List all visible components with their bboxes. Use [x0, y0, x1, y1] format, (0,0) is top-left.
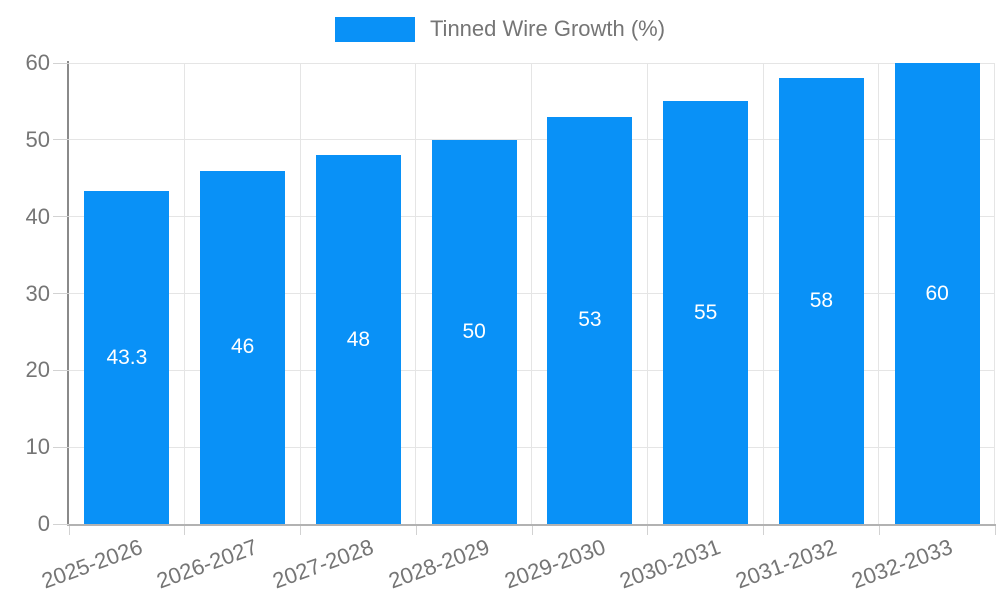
- bar[interactable]: 53: [547, 116, 633, 524]
- gridline-h: [69, 216, 995, 218]
- bar[interactable]: 48: [315, 155, 401, 524]
- x-tick-mark: [415, 526, 417, 535]
- bar-value-label: 43.3: [106, 345, 148, 369]
- bar[interactable]: 50: [431, 139, 517, 524]
- x-tick-label: 2025-2026: [38, 534, 146, 594]
- bar-value-label: 50: [462, 319, 486, 343]
- legend[interactable]: Tinned Wire Growth (%): [0, 16, 1000, 42]
- gridline-v: [531, 63, 532, 524]
- bar-value-label: 48: [346, 327, 371, 351]
- x-tick-mark: [184, 526, 186, 535]
- y-tick-label: 40: [25, 203, 50, 229]
- bar[interactable]: 46: [200, 170, 286, 524]
- bar-value-label: 60: [925, 281, 949, 305]
- gridline-h: [69, 369, 995, 371]
- x-axis-line: [67, 524, 996, 526]
- legend-swatch: [334, 16, 415, 42]
- y-tick-label: 60: [25, 50, 50, 75]
- y-tick-mark: [53, 523, 69, 525]
- bar-value-label: 58: [809, 289, 834, 313]
- gridline-v: [183, 63, 185, 524]
- gridline-h: [69, 293, 995, 294]
- x-tick-label: 2028-2029: [385, 534, 493, 594]
- gridline-h: [69, 446, 995, 448]
- x-tick-label: 2032-2033: [848, 534, 956, 594]
- legend-label: Tinned Wire Growth (%): [429, 16, 666, 41]
- gridline-h: [69, 139, 995, 141]
- gridline-v: [299, 63, 301, 524]
- gridline-v: [878, 63, 880, 524]
- y-tick-mark: [53, 62, 69, 64]
- y-tick-mark: [53, 293, 69, 294]
- y-tick-label: 30: [25, 280, 50, 306]
- y-tick-label: 0: [37, 511, 50, 536]
- x-tick-mark: [300, 526, 301, 535]
- gridline-v: [646, 63, 648, 524]
- bar[interactable]: 60: [894, 63, 980, 524]
- x-tick-label: 2029-2030: [501, 534, 609, 594]
- bar-value-label: 55: [693, 300, 718, 324]
- y-tick-mark: [53, 446, 69, 448]
- y-tick-label: 50: [25, 126, 50, 152]
- x-tick-mark: [68, 526, 70, 535]
- gridline-v: [994, 63, 995, 524]
- bar[interactable]: 43.3: [84, 191, 170, 524]
- x-tick-label: 2030-2031: [616, 534, 725, 594]
- gridline-v: [415, 63, 417, 524]
- x-tick-mark: [878, 526, 880, 535]
- bar[interactable]: 55: [663, 101, 749, 524]
- gridline-h: [69, 62, 995, 64]
- bar-value-label: 53: [578, 308, 602, 332]
- x-tick-label: 2026-2027: [153, 534, 262, 594]
- y-tick-label: 10: [25, 434, 50, 460]
- bar-value-label: 46: [230, 335, 255, 359]
- y-tick-mark: [53, 139, 69, 141]
- bar[interactable]: 58: [778, 78, 864, 524]
- y-tick-mark: [53, 369, 69, 371]
- x-tick-mark: [647, 526, 649, 535]
- y-tick-label: 20: [25, 357, 50, 383]
- x-tick-mark: [531, 526, 533, 535]
- x-tick-label: 2027-2028: [269, 534, 377, 594]
- y-tick-mark: [53, 216, 69, 218]
- x-tick-mark: [994, 526, 996, 535]
- x-tick-mark: [763, 526, 764, 535]
- plot-area: 43.3 46 48 50 53 55 58 60: [69, 62, 995, 524]
- x-tick-label: 2031-2032: [732, 534, 840, 594]
- gridline-v: [762, 63, 764, 524]
